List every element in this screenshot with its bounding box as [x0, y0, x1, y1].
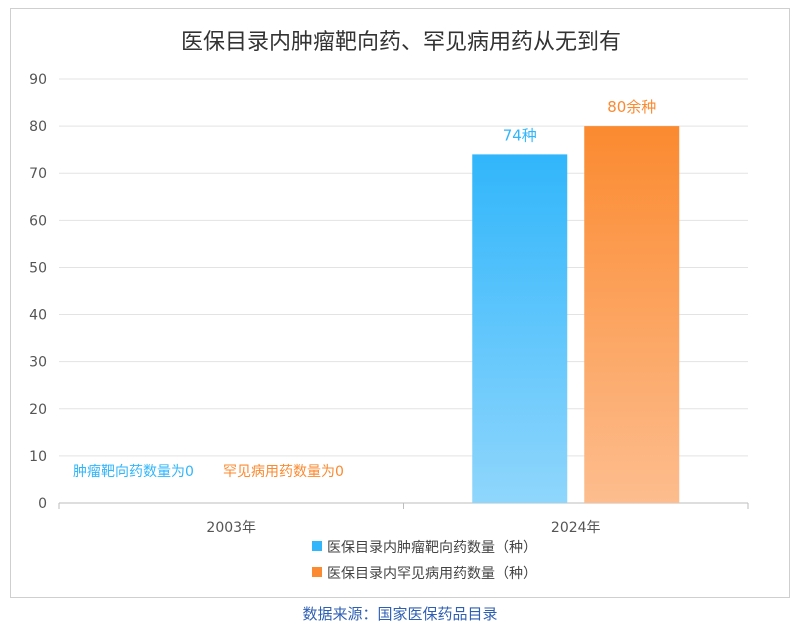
data-label: 80余种	[607, 98, 656, 116]
chart-title: 医保目录内肿瘤靶向药、罕见病用药从无到有	[181, 30, 621, 55]
y-tick-label: 30	[29, 355, 47, 371]
data-label: 74种	[503, 126, 537, 144]
y-tick-label: 60	[29, 213, 47, 229]
data-label: 罕见病用药数量为0	[223, 464, 344, 480]
y-tick-label: 50	[29, 260, 47, 276]
y-tick-label: 40	[29, 308, 47, 324]
bar	[584, 126, 680, 503]
chart-frame: 医保目录内肿瘤靶向药、罕见病用药从无到有 0 10 20 30 40 50 60 70 80 90…	[10, 8, 790, 598]
y-tick-label: 70	[29, 166, 47, 182]
legend-swatch	[312, 541, 322, 551]
bar-chart: 医保目录内肿瘤靶向药、罕见病用药从无到有 0 10 20 30 40 50 60 70 80 90…	[29, 30, 749, 582]
y-tick-label: 90	[29, 72, 47, 88]
y-tick-label: 10	[29, 449, 47, 465]
legend-swatch	[312, 567, 322, 577]
legend-label: 医保目录内肿瘤靶向药数量（种）	[327, 539, 537, 556]
data-label: 肿瘤靶向药数量为0	[73, 463, 194, 480]
source-note: 数据来源：国家医保药品目录	[302, 605, 498, 623]
y-tick-label: 0	[38, 496, 47, 512]
x-tick-label: 2024年	[551, 520, 601, 536]
y-tick-label: 80	[29, 119, 47, 135]
bar	[472, 154, 568, 503]
x-tick-label: 2003年	[206, 520, 256, 536]
legend-label: 医保目录内罕见病用药数量（种）	[327, 566, 537, 582]
y-tick-label: 20	[29, 402, 47, 418]
